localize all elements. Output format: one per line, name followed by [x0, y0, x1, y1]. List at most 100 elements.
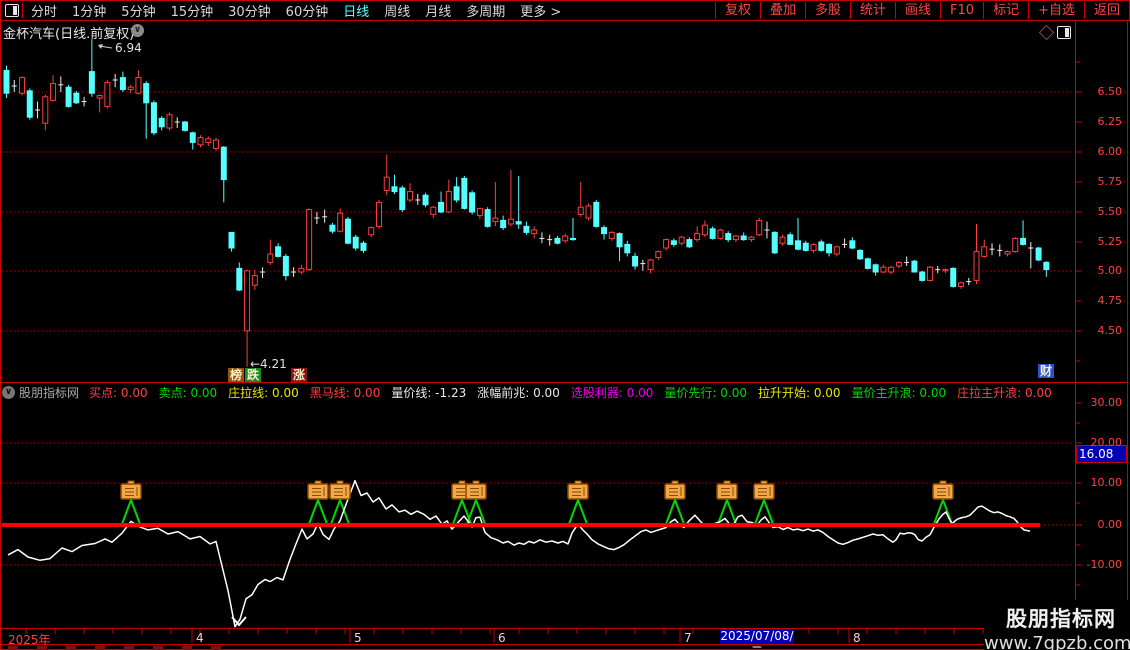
period-tab-8[interactable]: 月线 — [425, 5, 452, 20]
candle-body — [143, 83, 150, 104]
tool-menu-item-4[interactable]: 画线 — [895, 2, 940, 19]
pane-layout-icon[interactable] — [1057, 26, 1071, 39]
candle-body — [306, 209, 313, 271]
candle-body — [919, 271, 926, 281]
tool-menu: 复权 叠加 多股 统计 画线 F10 标记 +自选 返回 — [714, 2, 1129, 19]
candle-body — [554, 237, 561, 244]
indicator-field-1: 卖点: 0.00 — [158, 386, 218, 400]
candle-body — [438, 201, 445, 213]
chevron-down-marker — [231, 616, 247, 627]
clipped-row-glyph — [95, 646, 105, 650]
indicator-axis-label: 0.00 — [1097, 518, 1123, 531]
period-tab-9[interactable]: 多周期 — [466, 5, 506, 20]
indicator-field-6: 选股利器: 0.00 — [570, 386, 654, 400]
candle-body — [88, 71, 95, 94]
price-axis-label: 6.50 — [1097, 85, 1123, 98]
candle-body — [150, 102, 157, 134]
candle-body — [461, 177, 468, 209]
month-label-1: 5 — [354, 631, 362, 645]
period-tab-7[interactable]: 周线 — [384, 5, 411, 20]
watermark: 股朋指标网 www.7gpzb.com — [984, 600, 1130, 650]
clipped-row-glyph — [124, 646, 134, 650]
candle-body — [818, 241, 825, 251]
period-tab-6[interactable]: 日线 — [343, 5, 370, 20]
candle-body — [531, 229, 538, 235]
tool-menu-item-5[interactable]: F10 — [940, 2, 983, 19]
stock-title[interactable]: 金杯汽车(日线.前复权) — [3, 27, 135, 42]
tool-menu-item-1[interactable]: 叠加 — [759, 2, 805, 19]
candle-body — [880, 266, 887, 273]
period-tab-4[interactable]: 30分钟 — [228, 5, 271, 20]
candle-body — [1043, 261, 1050, 271]
candle-body — [756, 219, 763, 236]
candle-body — [476, 207, 483, 217]
indicator-header: ∨ 股朋指标网 买点: 0.00 卖点: 0.00 庄拉线: 0.00 黑马线: 0.… — [2, 385, 1072, 400]
annotation-arrowhead — [98, 44, 103, 49]
candle-body — [616, 233, 623, 248]
candle-body — [42, 96, 49, 124]
candle-body — [942, 269, 949, 272]
month-label-3: 7 — [684, 631, 692, 645]
window-split-icon[interactable] — [5, 4, 19, 17]
period-tab-5[interactable]: 60分钟 — [285, 5, 329, 20]
candle-body — [383, 176, 390, 191]
candle-body — [236, 267, 243, 291]
candle-body — [26, 90, 33, 118]
period-tab-2[interactable]: 5分钟 — [121, 5, 156, 20]
watermark-url: www.7gpzb.com — [984, 633, 1130, 650]
candle-body — [19, 77, 26, 94]
candle-body — [795, 240, 802, 250]
candle-body — [872, 264, 879, 273]
period-tab-1[interactable]: 1分钟 — [72, 5, 107, 20]
period-tab-3[interactable]: 15分钟 — [170, 5, 214, 20]
candle-body — [981, 246, 988, 257]
candle-body — [407, 191, 414, 201]
candle-body — [368, 227, 375, 236]
buy-signal-triangle — [308, 497, 328, 525]
tool-menu-item-0[interactable]: 复权 — [714, 2, 760, 19]
candle-body — [104, 81, 111, 107]
tool-menu-item-3[interactable]: 统计 — [850, 2, 895, 19]
price-axis-label: 5.00 — [1097, 264, 1123, 277]
candle-body — [360, 242, 367, 251]
indicator-field-10: 庄拉主升浪: 0.00 — [957, 386, 1052, 400]
candle-body — [748, 236, 755, 241]
period-tab-10[interactable]: 更多 > — [520, 5, 562, 20]
tool-menu-item-2[interactable]: 多股 — [804, 2, 850, 19]
candle-body — [391, 186, 398, 193]
period-tab-0[interactable]: 分时 — [31, 5, 58, 20]
candle-body — [507, 218, 514, 225]
candle-body — [678, 236, 685, 244]
title-bar: 金杯汽车(日线.前复权) ∨ — [0, 20, 1128, 42]
candle-body — [655, 251, 662, 259]
candle-body — [849, 240, 856, 249]
buy-signal-triangle — [121, 497, 141, 525]
indicator-line — [7, 479, 1031, 628]
period-menu-bar: 分时 1分钟 5分钟 15分钟 30分钟 60分钟 日线 周线 月线 多周期 更多 > 复权 叠加 多股… — [0, 0, 1130, 21]
candle-body — [732, 235, 739, 241]
candle-body — [453, 186, 460, 201]
tool-menu-item-6[interactable]: 标记 — [983, 2, 1028, 19]
candle-body — [127, 86, 134, 91]
candle-body — [771, 231, 778, 254]
tool-menu-item-8[interactable]: 返回 — [1083, 2, 1129, 19]
candle-body — [694, 233, 701, 241]
diamond-icon[interactable] — [1038, 24, 1055, 41]
candle-body — [228, 231, 235, 249]
candle-body — [1020, 237, 1027, 245]
candle-body — [632, 255, 639, 267]
candle-body — [500, 219, 507, 229]
candle-body — [911, 260, 918, 273]
event-tag-1: 跌 — [245, 368, 262, 382]
chevron-down-icon[interactable]: ∨ — [2, 386, 15, 399]
candle-body — [337, 212, 344, 232]
candle-body — [515, 221, 522, 225]
candle-body — [282, 255, 289, 277]
candle-body — [663, 239, 670, 249]
tool-menu-item-7[interactable]: +自选 — [1028, 2, 1084, 19]
candle-body — [1012, 237, 1019, 253]
period-tabs: 分时 1分钟 5分钟 15分钟 30分钟 60分钟 日线 周线 月线 多周期 更多 > — [31, 1, 561, 20]
candle-body — [220, 146, 227, 181]
chevron-down-icon[interactable]: ∨ — [131, 24, 144, 37]
